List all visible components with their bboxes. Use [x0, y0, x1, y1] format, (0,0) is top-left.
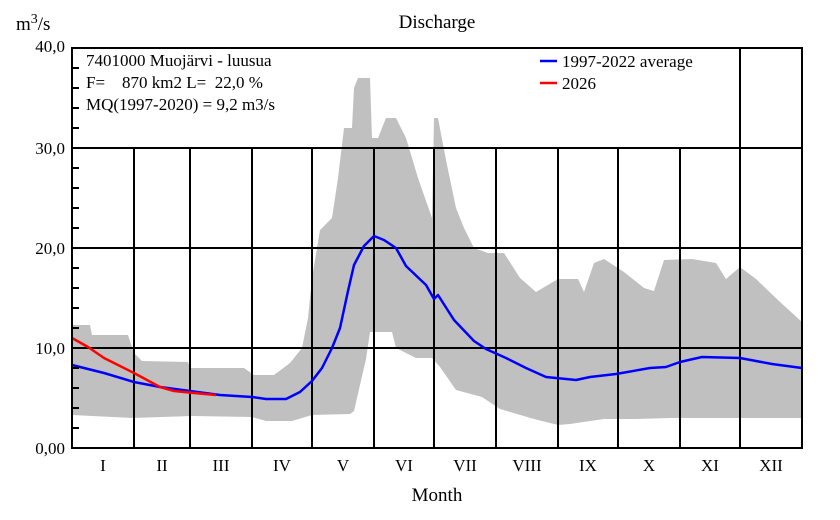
legend-label: 2026	[562, 74, 596, 93]
y-tick-label: 0,00	[35, 439, 65, 458]
x-tick-label: VI	[395, 456, 413, 475]
y-axis-label-base: m	[16, 14, 31, 35]
series-line-average	[71, 234, 803, 401]
x-tick-label: X	[643, 456, 655, 475]
x-axis-label: Month	[412, 485, 463, 506]
y-axis-label: m3/s	[16, 12, 50, 35]
legend-label: 1997-2022 average	[562, 52, 693, 71]
station-info-line: F= 870 km2 L= 22,0 %	[86, 73, 263, 92]
y-axis-label-sup: 3	[31, 12, 38, 27]
x-tick-label: I	[100, 456, 106, 475]
x-tick-label: XI	[701, 456, 719, 475]
x-tick-label: V	[337, 456, 350, 475]
x-tick-label: XII	[759, 456, 783, 475]
y-tick-label: 10,0	[35, 339, 65, 358]
y-tick-label: 30,0	[35, 139, 65, 158]
x-tick-label: VII	[453, 456, 477, 475]
station-info-line: MQ(1997-2020) = 9,2 m3/s	[86, 95, 275, 114]
min-max-envelope	[72, 78, 802, 425]
x-tick-label: IV	[273, 456, 292, 475]
x-tick-label: VIII	[512, 456, 542, 475]
series-line-2026	[71, 336, 217, 397]
x-tick-label: II	[156, 456, 168, 475]
y-tick-label: 20,0	[35, 239, 65, 258]
y-tick-label: 40,0	[35, 37, 65, 56]
x-tick-label: IX	[579, 456, 597, 475]
station-info-line: 7401000 Muojärvi - luusua	[86, 51, 272, 70]
chart-title: Discharge	[399, 12, 476, 33]
y-axis-label-rest: /s	[38, 14, 51, 35]
x-tick-label: III	[213, 456, 230, 475]
